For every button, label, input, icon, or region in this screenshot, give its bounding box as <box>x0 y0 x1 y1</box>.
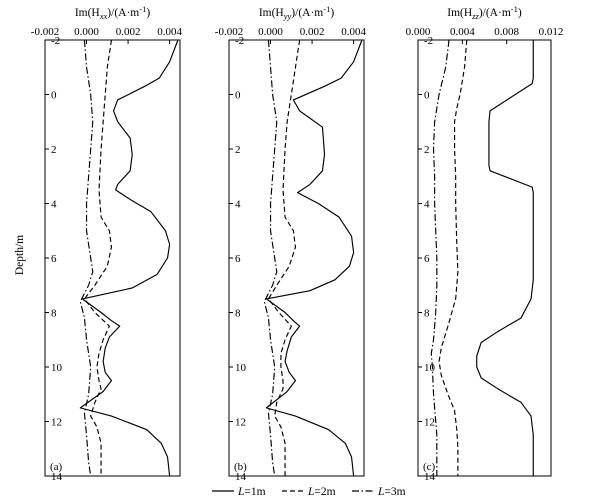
y-axis-title: Depth/m <box>14 235 26 275</box>
title-part-sub: yy <box>283 11 292 21</box>
series-line-dashed <box>267 39 301 476</box>
panel-1: -0.002 0.000 0.002 0.004 -2 0 2 4 6 8 10 12 14 Im(Hxx… <box>31 4 183 483</box>
y-tick-label: 12 <box>235 417 246 429</box>
title-part-main: Im(H <box>259 7 284 19</box>
y-tick-label: 14 <box>424 471 436 483</box>
y-tick-label: 14 <box>235 471 247 483</box>
x-axis-title: Im(Hyy)/(A·m-1) <box>259 4 335 21</box>
panel-3: 0.000 0.004 0.008 0.012 -2 0 2 4 6 8 10 12 14 Im(Hzz)… <box>406 4 564 483</box>
panel-2: -0.002 0.000 0.002 0.004 -2 0 2 4 6 8 10 12 14 Im(Hyy… <box>215 4 367 483</box>
x-tick-label: 0.004 <box>341 26 366 38</box>
legend-label: L=3m <box>377 486 406 498</box>
title-part-end: ) <box>518 7 522 19</box>
y-tick-label: 6 <box>235 253 241 265</box>
series-line-solid <box>265 39 363 477</box>
x-tick-label: -0.002 <box>215 26 243 38</box>
y-tick-label: 10 <box>235 362 247 374</box>
title-part-tail: )/(A·m <box>479 7 511 19</box>
y-tick-label: 6 <box>51 253 57 265</box>
legend-value: =3m <box>384 486 405 498</box>
legend-value: =1m <box>244 486 265 498</box>
x-axis-title: Im(Hzz)/(A·m-1) <box>447 4 522 21</box>
series-line-dashdot <box>430 39 450 476</box>
y-tick-label: 12 <box>424 417 435 429</box>
y-tick-label: 0 <box>424 90 430 102</box>
title-part-end: ) <box>330 7 334 19</box>
legend-var: L <box>237 486 244 498</box>
y-tick-label: 6 <box>424 253 430 265</box>
y-tick-label: 4 <box>424 199 430 211</box>
x-tick-label: 0.000 <box>74 26 99 38</box>
panel-label: (c) <box>423 461 436 473</box>
series-line-dashed <box>438 39 468 476</box>
legend-label: L=2m <box>307 486 336 498</box>
legend-value: =2m <box>314 486 335 498</box>
y-tick-label: 2 <box>424 144 430 156</box>
x-tick-label: 0.004 <box>157 26 182 38</box>
title-part-tail: )/(A·m <box>291 7 323 19</box>
x-tick-label: 0.002 <box>300 26 325 38</box>
title-part-main: Im(H <box>447 7 472 19</box>
y-tick-label: 12 <box>51 417 62 429</box>
series-line-dashdot <box>263 39 278 477</box>
y-tick-label: 8 <box>51 308 57 320</box>
x-tick-label: 0.004 <box>450 26 475 38</box>
series-line-solid <box>79 39 179 477</box>
title-part-tail: )/(A·m <box>107 7 139 19</box>
legend-var: L <box>307 486 314 498</box>
plot-frame <box>44 39 181 477</box>
y-tick-label: 4 <box>51 199 57 211</box>
y-tick-label: 2 <box>51 144 57 156</box>
panel-label: (b) <box>234 461 247 473</box>
y-tick-label: 2 <box>235 144 241 156</box>
series-line-dashed <box>83 39 113 476</box>
x-tick-label: 0.000 <box>406 26 431 38</box>
title-part-end: ) <box>146 7 150 19</box>
y-tick-label: -2 <box>235 35 244 47</box>
x-tick-label: -0.002 <box>31 26 59 38</box>
y-tick-label: -2 <box>51 35 60 47</box>
legend-label: L=1m <box>237 486 266 498</box>
plot-frame <box>417 39 552 477</box>
y-tick-label: 10 <box>51 362 63 374</box>
y-tick-label: 4 <box>235 199 241 211</box>
y-tick-label: 8 <box>424 308 430 320</box>
series-line-dashdot <box>79 39 94 477</box>
y-tick-label: 10 <box>424 362 436 374</box>
series-line-solid <box>476 40 534 476</box>
y-tick-label: 0 <box>235 90 241 102</box>
title-part-sub: xx <box>99 11 108 21</box>
x-tick-label: 0.000 <box>258 26 283 38</box>
legend-var: L <box>377 486 384 498</box>
title-part-sup: -1 <box>323 4 330 14</box>
title-part-sup: -1 <box>511 4 518 14</box>
x-tick-label: 0.008 <box>494 26 519 38</box>
panel-label: (a) <box>50 461 63 473</box>
y-tick-label: 8 <box>235 308 241 320</box>
legend: L=1m L=2m L=3m <box>212 486 406 498</box>
y-tick-label: 0 <box>51 90 57 102</box>
y-tick-label: -2 <box>424 35 433 47</box>
title-part-sub: zz <box>471 11 479 21</box>
title-part-sup: -1 <box>139 4 146 14</box>
x-tick-label: 0.012 <box>539 26 564 38</box>
x-axis-title: Im(Hxx)/(A·m-1) <box>75 4 151 21</box>
y-tick-label: 14 <box>51 471 63 483</box>
title-part-main: Im(H <box>75 7 100 19</box>
x-tick-label: 0.002 <box>116 26 141 38</box>
